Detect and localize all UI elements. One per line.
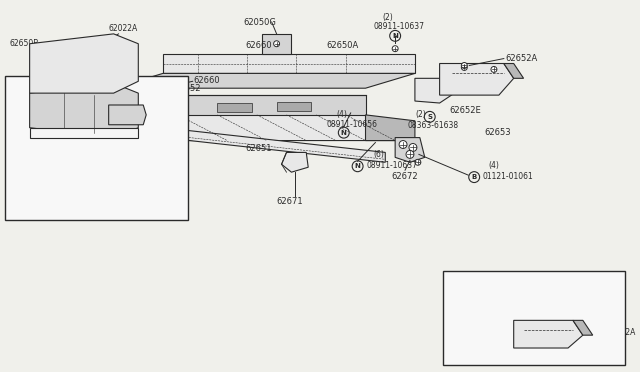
Polygon shape	[276, 102, 311, 111]
Text: S: S	[428, 114, 432, 120]
Polygon shape	[29, 128, 138, 138]
Circle shape	[590, 327, 596, 333]
Circle shape	[133, 115, 140, 121]
Polygon shape	[573, 320, 593, 335]
Text: 62652A: 62652A	[607, 328, 636, 337]
Circle shape	[461, 62, 467, 68]
Text: 08911-10656: 08911-10656	[326, 120, 377, 129]
Text: 62660: 62660	[194, 76, 220, 85]
Polygon shape	[109, 105, 146, 125]
Polygon shape	[282, 153, 308, 172]
Text: (6): (6)	[373, 150, 384, 159]
Text: 62672: 62672	[391, 171, 418, 181]
Circle shape	[45, 111, 53, 119]
Text: 01121-01061: 01121-01061	[482, 171, 533, 181]
Text: 08911-10637: 08911-10637	[367, 161, 417, 170]
Circle shape	[580, 337, 586, 343]
Circle shape	[274, 41, 280, 47]
Text: (2): (2)	[35, 187, 45, 196]
Text: 62660: 62660	[245, 41, 271, 50]
Polygon shape	[29, 83, 138, 138]
Circle shape	[133, 108, 140, 114]
Text: 62690: 62690	[99, 198, 123, 207]
Text: 08363-61638: 08363-61638	[408, 121, 459, 130]
Circle shape	[409, 144, 417, 151]
Polygon shape	[114, 78, 158, 88]
Polygon shape	[114, 95, 365, 115]
Polygon shape	[29, 34, 138, 93]
Text: (2): (2)	[382, 13, 393, 22]
Text: 62652E: 62652E	[14, 162, 43, 171]
Circle shape	[392, 46, 398, 52]
Text: N: N	[392, 33, 398, 39]
Text: 08915-5381A: 08915-5381A	[28, 198, 79, 207]
Polygon shape	[153, 103, 188, 112]
Circle shape	[75, 111, 83, 119]
Circle shape	[461, 64, 467, 70]
Polygon shape	[163, 54, 415, 73]
FancyBboxPatch shape	[443, 271, 625, 365]
Text: 62652: 62652	[175, 84, 202, 93]
Text: 62652A: 62652A	[506, 54, 538, 63]
Text: 08911-10637: 08911-10637	[373, 22, 424, 32]
Polygon shape	[114, 115, 415, 141]
Text: (2): (2)	[470, 283, 481, 292]
Text: (2): (2)	[415, 110, 426, 119]
Polygon shape	[114, 78, 146, 133]
Polygon shape	[118, 123, 385, 162]
Circle shape	[415, 159, 421, 165]
Text: 62651: 62651	[245, 144, 271, 153]
Text: 08911-20647: 08911-20647	[464, 273, 515, 282]
FancyBboxPatch shape	[5, 76, 188, 219]
Polygon shape	[218, 103, 252, 112]
Text: N: N	[341, 130, 347, 136]
Text: A620×0.P5: A620×0.P5	[530, 355, 573, 364]
Circle shape	[399, 141, 407, 148]
Polygon shape	[114, 73, 415, 88]
Text: 62673A: 62673A	[14, 174, 44, 184]
Polygon shape	[262, 34, 291, 54]
Text: W: W	[16, 201, 24, 207]
Text: 62671: 62671	[276, 197, 303, 206]
Polygon shape	[365, 115, 415, 141]
Text: 62650A: 62650A	[326, 41, 358, 50]
Circle shape	[406, 150, 414, 158]
Circle shape	[45, 55, 53, 62]
Text: 62650B: 62650B	[10, 39, 39, 48]
Polygon shape	[440, 64, 514, 95]
Polygon shape	[514, 320, 583, 348]
Polygon shape	[415, 78, 454, 103]
Circle shape	[116, 112, 122, 118]
Text: 62674(LH): 62674(LH)	[94, 168, 134, 177]
Text: 62652E: 62652E	[449, 106, 481, 115]
Polygon shape	[504, 64, 524, 78]
Text: 62653: 62653	[484, 128, 511, 137]
Text: N: N	[454, 276, 460, 282]
Circle shape	[90, 50, 98, 58]
Text: (4): (4)	[488, 161, 499, 170]
Text: (4): (4)	[336, 110, 347, 119]
Text: B: B	[472, 174, 477, 180]
Polygon shape	[395, 138, 425, 162]
Text: 62050G: 62050G	[243, 17, 276, 26]
Circle shape	[491, 67, 497, 73]
Text: 62673(RH): 62673(RH)	[94, 177, 135, 186]
Text: N: N	[355, 163, 360, 169]
Text: 62022A: 62022A	[109, 25, 138, 33]
